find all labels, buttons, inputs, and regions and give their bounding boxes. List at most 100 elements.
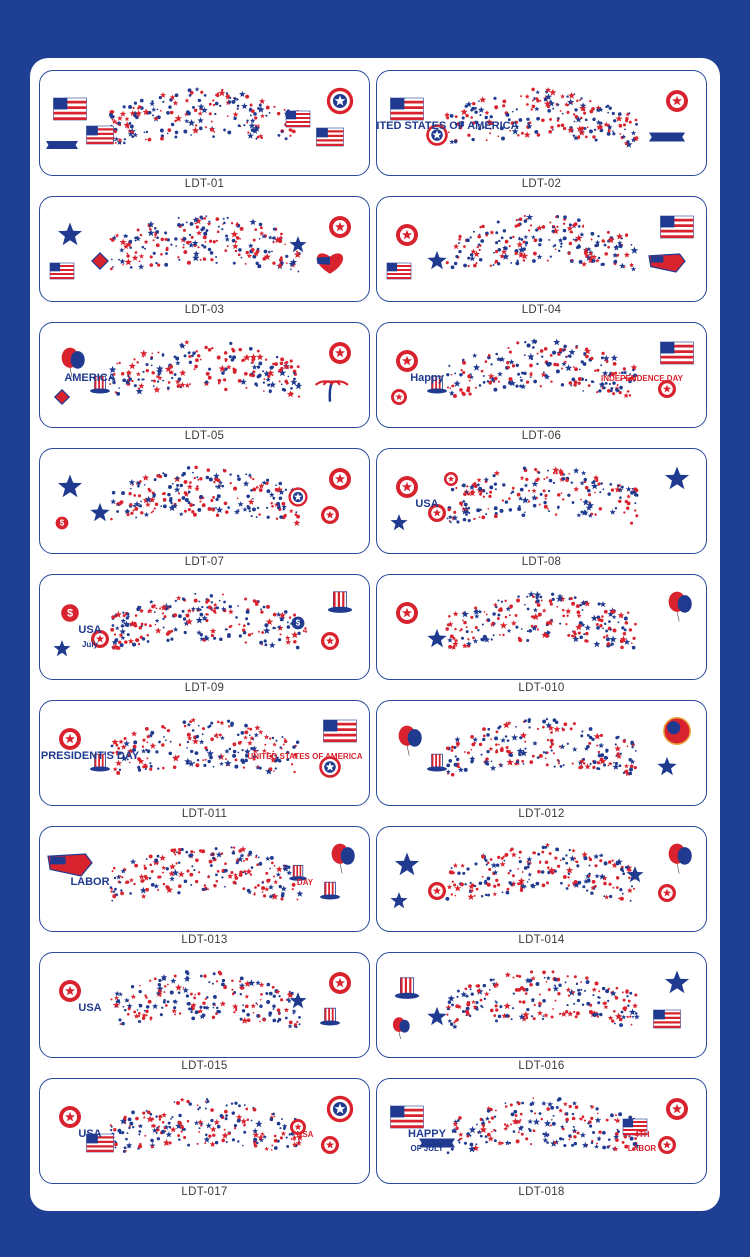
flag-icon (53, 97, 87, 121)
tattoo-card[interactable] (376, 700, 707, 806)
star-confetti (446, 466, 639, 525)
balloon-icon (61, 347, 85, 378)
tattoo-code-label: LDT-05 (184, 430, 225, 442)
tattoo-item[interactable]: LDT-01 (39, 70, 370, 194)
tattoo-card[interactable]: THE UNITED STATES OF AMERICA (376, 70, 707, 176)
artwork-text: Happy (410, 372, 445, 384)
tattoo-item[interactable]: HAPPY 4TH OF JULY LABOR LDT-018 (376, 1078, 707, 1202)
artwork-text: USA (415, 498, 438, 510)
svg-text:$: $ (60, 519, 65, 528)
tattoo-artwork: AMERICA (53, 339, 351, 406)
tattoo-artwork: THE UNITED STATES OF AMERICA (377, 87, 688, 148)
flag-icon (660, 341, 694, 365)
glasses-icon (444, 472, 458, 486)
flag-icon (653, 1009, 681, 1029)
tattoo-item[interactable]: LDT-03 (39, 196, 370, 320)
shield-icon (326, 87, 354, 115)
star-confetti (108, 339, 303, 398)
artwork-text: USA (297, 1130, 314, 1139)
flag-icon (316, 127, 344, 147)
tattoo-item[interactable]: USA LDT-08 (376, 448, 707, 572)
tattoo-code-label: LDT-018 (518, 1186, 565, 1198)
artwork-text: OF JULY (410, 1144, 444, 1153)
banner-icon (419, 1138, 455, 1148)
star-confetti (110, 592, 301, 651)
tattoo-card[interactable]: HAPPY 4TH OF JULY LABOR (376, 1078, 707, 1184)
balloon-icon (331, 843, 355, 874)
tattoo-item[interactable]: $ LDT-07 (39, 448, 370, 572)
star-confetti (110, 717, 300, 775)
party-hat-icon (320, 1007, 340, 1026)
flag-icon (386, 262, 412, 280)
tattoo-card[interactable] (376, 574, 707, 680)
star-confetti (445, 213, 639, 272)
tattoo-item[interactable]: LDT-014 (376, 826, 707, 950)
tattoo-item[interactable]: Happy INDEPENDENCE DAY LDT-06 (376, 322, 707, 446)
tattoo-artwork: LABOR DAY (47, 843, 355, 902)
tattoo-card[interactable]: $ (39, 448, 370, 554)
tattoo-grid: LDT-01 THE UNITED STATES OF AMERICA LDT-02… (30, 58, 720, 1211)
tattoo-card[interactable]: USA (39, 952, 370, 1058)
tattoo-item[interactable]: LABOR DAY LDT-013 (39, 826, 370, 950)
tattoo-card[interactable]: $ $ USA 4 July (39, 574, 370, 680)
flag-icon (390, 1105, 424, 1129)
tattoo-artwork: USA (59, 970, 351, 1029)
usa-map-icon (648, 253, 686, 273)
star-icon (288, 234, 308, 254)
artwork-text: July (82, 640, 99, 649)
flag-icon (86, 125, 114, 145)
tattoo-card[interactable] (39, 196, 370, 302)
tattoo-code-label: LDT-08 (521, 556, 562, 568)
football-icon (396, 350, 418, 372)
tattoo-item[interactable]: LDT-012 (376, 700, 707, 824)
hat-icon (90, 375, 110, 394)
tattoo-item[interactable]: USA USA LDT-017 (39, 1078, 370, 1202)
tattoo-card[interactable]: AMERICA (39, 322, 370, 428)
flag-icon (390, 97, 424, 121)
tattoo-card[interactable]: USA USA (39, 1078, 370, 1184)
star-confetti (108, 86, 300, 145)
tattoo-artwork: $ (55, 465, 351, 530)
tattoo-card[interactable]: USA (376, 448, 707, 554)
tattoo-item[interactable]: PRESIDENT'S DAY UNITED STATES OF AMERICA L… (39, 700, 370, 824)
tattoo-artwork: $ $ USA 4 July (52, 591, 353, 658)
tattoo-card[interactable] (376, 826, 707, 932)
eagle-icon (321, 506, 339, 524)
flag-icon (285, 110, 311, 128)
artwork-text: INDEPENDENCE DAY (601, 374, 684, 383)
cap-icon (329, 468, 351, 490)
artwork-text: 4TH (634, 1130, 649, 1139)
tattoo-card[interactable] (376, 196, 707, 302)
star-confetti (445, 842, 636, 902)
tattoo-item[interactable]: LDT-04 (376, 196, 707, 320)
helmet-icon (428, 504, 446, 522)
coin-icon: $ (291, 616, 305, 630)
content-panel: LDT-01 THE UNITED STATES OF AMERICA LDT-02… (30, 58, 720, 1211)
badge-icon (59, 1106, 81, 1128)
tattoo-item[interactable]: LDT-016 (376, 952, 707, 1076)
tattoo-item[interactable]: LDT-010 (376, 574, 707, 698)
flag-icon (323, 719, 357, 743)
star-confetti (110, 970, 301, 1029)
star-icon (52, 638, 72, 658)
tattoo-card[interactable]: PRESIDENT'S DAY UNITED STATES OF AMERICA (39, 700, 370, 806)
tattoo-item[interactable]: THE UNITED STATES OF AMERICA LDT-02 (376, 70, 707, 194)
flag-icon (86, 1133, 114, 1153)
star-icon (389, 512, 409, 532)
tattoo-artwork (396, 590, 692, 650)
shield-star-icon (426, 124, 448, 146)
tattoo-card[interactable] (39, 70, 370, 176)
tattoo-code-label: LDT-09 (184, 682, 225, 694)
tattoo-card[interactable] (376, 952, 707, 1058)
diamond-icon (91, 252, 109, 270)
star-icon (56, 473, 84, 499)
tattoo-item[interactable]: USA LDT-015 (39, 952, 370, 1076)
artwork-text: LABOR (70, 876, 109, 888)
artwork-text: USA (78, 1128, 101, 1140)
tattoo-item[interactable]: AMERICA LDT-05 (39, 322, 370, 446)
tattoo-card[interactable]: Happy INDEPENDENCE DAY (376, 322, 707, 428)
artwork-text: THE UNITED STATES OF AMERICA (377, 120, 519, 132)
svg-text:$: $ (67, 608, 73, 620)
tattoo-card[interactable]: LABOR DAY (39, 826, 370, 932)
tattoo-item[interactable]: $ $ USA 4 July LDT-09 (39, 574, 370, 698)
